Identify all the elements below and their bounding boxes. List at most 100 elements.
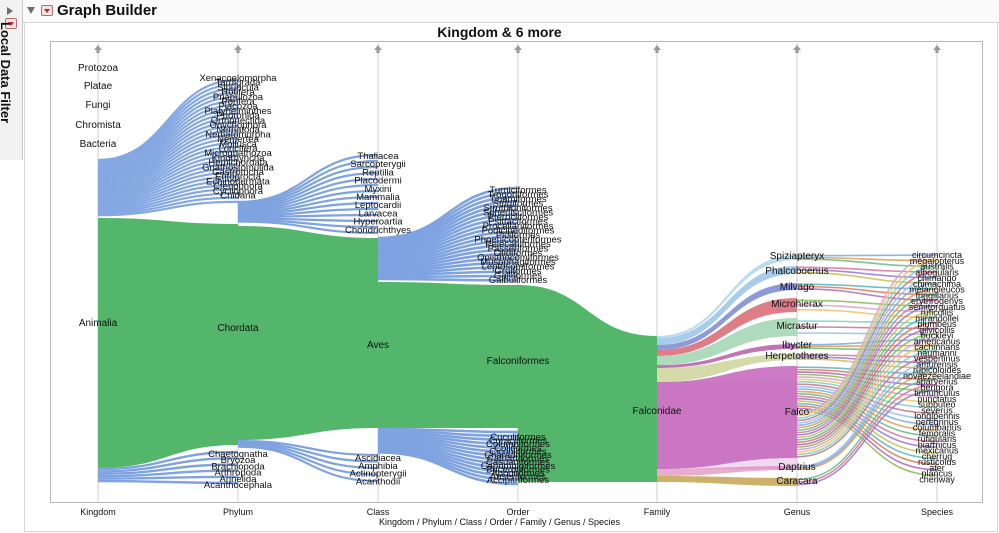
class-label-hyperoartia: Hyperoartia — [353, 217, 403, 228]
species-label-columbarius: columbarius — [913, 423, 962, 433]
phylum-label-phoronida: Phoronida — [216, 111, 260, 122]
flow-class-order-upper — [377, 248, 519, 267]
phylum-label-micrognathozoa: Micrognathozoa — [204, 148, 272, 159]
species-label-plancus: plancus — [921, 469, 953, 479]
x-tick-label-species: Species — [921, 507, 954, 517]
x-tick-label-kingdom: Kingdom — [80, 507, 116, 517]
phylum-label-nematoda: Nematoda — [216, 125, 261, 136]
flow-kingdom-phylum-lower — [97, 469, 239, 478]
order-label-psittaciformes: Psittaciformes — [488, 217, 548, 228]
order-label-charadriiformes: Charadriiformes — [484, 450, 552, 461]
flow-falconidae-spiziapteryx — [657, 255, 797, 338]
flow-class-order-upper — [377, 226, 519, 257]
flow-class-order-upper — [377, 230, 519, 259]
flow-phylum-class-upper — [237, 171, 379, 208]
flow-kingdom-phylum-upper — [97, 91, 239, 167]
order-label-caprimulgiformes: Caprimulgiformes — [481, 461, 556, 472]
order-label-piciformes: Piciformes — [496, 230, 541, 241]
flow-class-order-upper — [377, 204, 519, 248]
flow-phylum-class-upper — [237, 189, 379, 213]
order-label-tinamiformes: Tinamiformes — [489, 194, 546, 205]
flow-class-order-lower — [377, 443, 519, 470]
flow-falconidae-milvago — [657, 283, 797, 350]
flow-kingdom-phylum-lower — [97, 475, 239, 480]
flow-class-order-lower — [377, 449, 519, 482]
flow-genus-species — [796, 344, 938, 453]
order-label-strigiformes: Strigiformes — [493, 199, 544, 210]
flow-class-order-lower — [377, 442, 519, 466]
order-label-cathartiformes: Cathartiformes — [487, 454, 550, 465]
red-triangle-menu-icon[interactable] — [41, 5, 53, 16]
species-label-circumcincta: circumcincta — [912, 250, 962, 260]
flow-kingdom-phylum-upper — [97, 83, 239, 163]
flow-genus-species — [796, 254, 938, 415]
phylum-label-priapulozoa: Priapulozoa — [213, 92, 264, 103]
species-label-subbuteo: subbuteo — [918, 400, 955, 410]
flow-phylum-class-upper — [237, 165, 379, 207]
flow-kingdom-phylum-upper — [97, 141, 239, 190]
flow-kingdom-phylum-upper — [97, 125, 239, 182]
order-label-falconiformes: Falconiformes — [487, 356, 550, 367]
flow-genus-species — [796, 400, 938, 454]
family-label-falconidae: Falconidae — [633, 406, 682, 417]
flow-kingdom-phylum-upper — [97, 200, 239, 217]
phylum-label-mollusca: Mollusca — [219, 139, 257, 150]
flow-class-order-lower — [377, 429, 519, 438]
phylum-label-gnathostomulida: Gnathostomulida — [202, 162, 275, 173]
species-label-rusticolus: rusticolus — [918, 457, 957, 467]
order-label-sphenisciformes: Sphenisciformes — [483, 208, 553, 219]
species-label-naumanni: naumanni — [917, 348, 957, 358]
flow-kingdom-phylum-lower — [97, 479, 239, 485]
flow-genus-species — [796, 299, 938, 434]
species-label-tinnunculus: tinnunculus — [914, 388, 960, 398]
kingdom-label-protozoa: Protozoa — [78, 63, 118, 74]
phylum-label-placozoa: Placozoa — [218, 101, 258, 112]
flow-phylum-class-lower — [237, 439, 379, 457]
flow-genus-species — [796, 378, 938, 481]
class-label-thaliacea: Thaliacea — [357, 151, 399, 162]
order-label-coraciiformes: Coraciiformes — [489, 436, 548, 447]
species-label-berigora: berigora — [920, 382, 953, 392]
phylum-label-hemichordata: Hemichordata — [208, 158, 268, 169]
flow-class-order-lower — [377, 440, 519, 462]
filter-menu-icon[interactable] — [5, 18, 17, 29]
graph-builder-title: Graph Builder — [57, 2, 158, 19]
order-label-phoenicopteriformes: Phoenicopteriformes — [474, 235, 561, 246]
flow-phylum-class-upper — [237, 183, 379, 211]
species-label-rupicoloides: rupicoloides — [913, 365, 962, 375]
species-label-cachinnans: cachinnans — [914, 342, 960, 352]
genus-label-spiziapteryx: Spiziapteryx — [770, 251, 824, 262]
species-label-erythrogenys: erythrogenys — [911, 296, 964, 306]
local-data-filter-panel[interactable]: Local Data Filter — [0, 0, 23, 160]
flow-kingdom-phylum-upper — [97, 188, 239, 211]
flow-class-order-upper — [377, 186, 519, 240]
flow-aves-falconiformes — [378, 282, 518, 428]
species-label-melanoleucos: melanoleucos — [909, 285, 965, 295]
flow-phylum-class-upper — [237, 213, 379, 219]
collapse-triangle-icon[interactable] — [7, 7, 13, 15]
flow-kingdom-phylum-upper — [97, 104, 239, 173]
genus-label-ibycter: Ibycter — [782, 340, 813, 351]
disclosure-triangle-icon[interactable] — [27, 7, 35, 14]
phylum-label-porifera: Porifera — [221, 97, 255, 108]
flow-genus-species — [796, 320, 938, 324]
kingdom-label-fungi: Fungi — [85, 100, 110, 111]
column-handle-icon-phylum — [234, 45, 242, 53]
flow-kingdom-phylum-upper — [97, 150, 239, 194]
flow-class-order-upper — [377, 221, 519, 255]
flow-phylum-class-upper — [237, 201, 379, 216]
species-label-cheriway: cheriway — [919, 474, 955, 484]
flow-kingdom-phylum-upper — [97, 175, 239, 205]
flow-class-order-upper — [377, 243, 519, 265]
phylum-label-sipuncula: Sipuncula — [217, 82, 259, 93]
flow-genus-species — [796, 305, 938, 436]
flow-kingdom-phylum-upper — [97, 171, 239, 203]
species-label-albogularis: albogularis — [915, 267, 959, 277]
flow-phylum-class-upper — [237, 159, 379, 205]
class-label-actinopterygii: Actinopterygii — [349, 469, 406, 480]
species-label-amurensis: amurensis — [916, 359, 958, 369]
flow-phylum-class-upper — [237, 220, 379, 235]
phylum-label-arthropoda: Arthropoda — [214, 468, 262, 479]
flow-genus-species — [796, 259, 938, 417]
